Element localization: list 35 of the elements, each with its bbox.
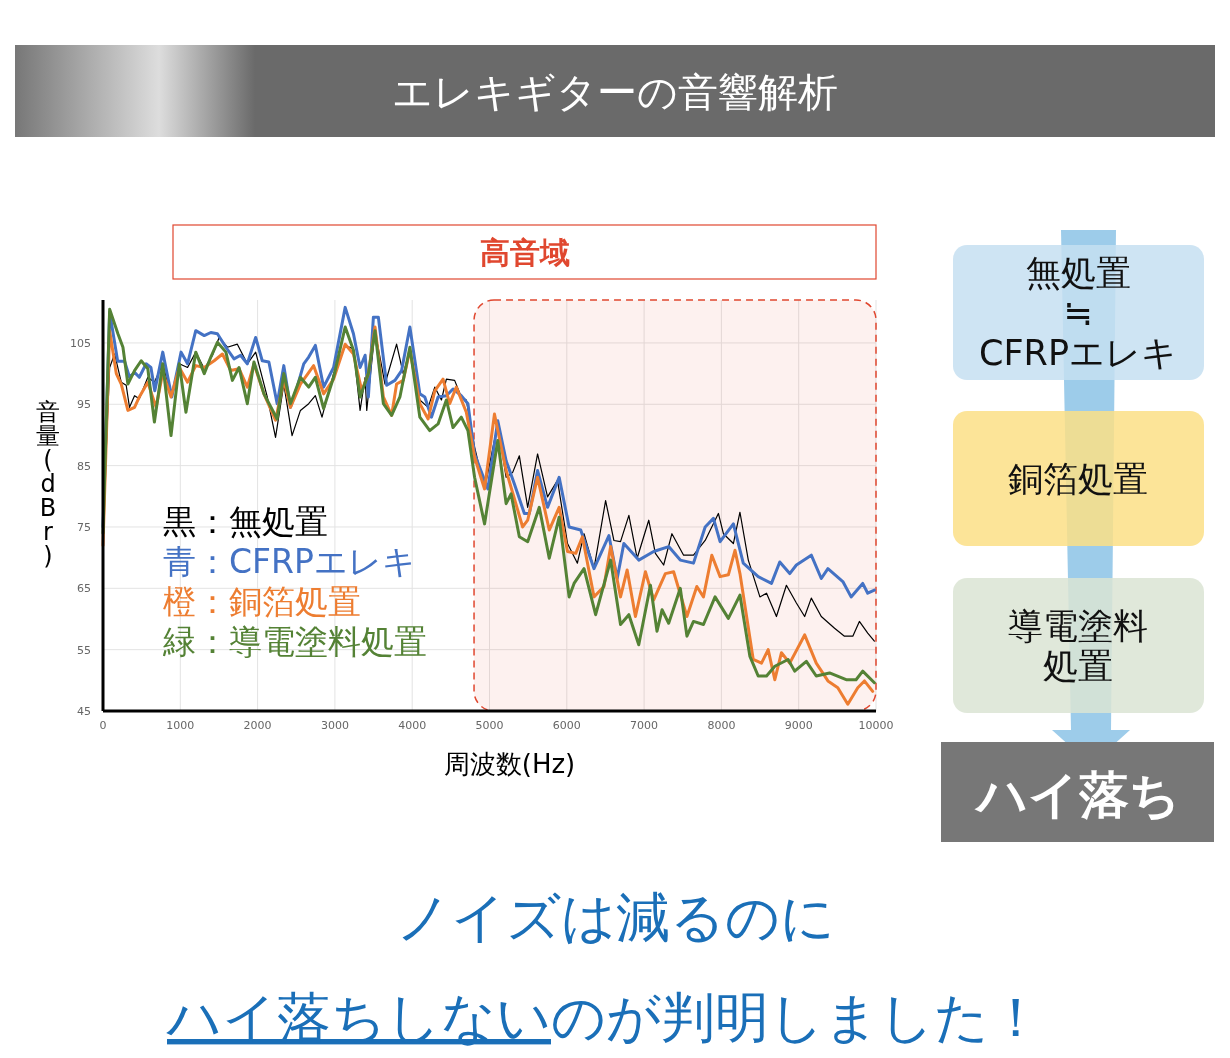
y-tick-label: 45 xyxy=(77,705,91,718)
text: ハイ落ち xyxy=(973,766,1180,824)
text: ノイズは減るのに xyxy=(395,886,835,949)
y-tick-label: 55 xyxy=(77,643,91,657)
y-tick-label: 105 xyxy=(70,336,91,350)
x-axis-title: 周波数(Hz) xyxy=(443,749,576,779)
text: ≒ xyxy=(1063,292,1093,333)
x-tick-label: 5000 xyxy=(475,719,504,732)
chart-title: エレキギターの音響解析 xyxy=(392,69,838,115)
y-tick-label: 65 xyxy=(77,582,91,596)
x-tick-label: 1000 xyxy=(166,719,195,732)
text: 無処置 xyxy=(1025,252,1131,293)
series-label: 青：CFRPエレキ xyxy=(163,542,416,581)
x-tick-label: 6000 xyxy=(552,719,581,732)
y-tick-label: 85 xyxy=(77,459,91,473)
text: 緑：導電塗料処置 xyxy=(162,622,427,661)
y-tick-label: 95 xyxy=(77,398,91,412)
text: ハイ落ちしないのが判明しました！ xyxy=(166,986,1043,1049)
series-label: 黒：無処置 xyxy=(163,502,328,541)
x-tick-label: 0 xyxy=(99,719,107,732)
x-tick-label: 9000 xyxy=(784,719,813,732)
text: 橙：銅箔処置 xyxy=(163,582,361,621)
y-axis-title: 音量(dBr) xyxy=(36,398,60,570)
x-tick-label: 7000 xyxy=(630,719,659,732)
x-tick-label: 4000 xyxy=(398,719,427,732)
x-tick-label: 10000 xyxy=(858,719,894,732)
y-tick-label: 75 xyxy=(77,520,91,534)
text: 導電塗料 xyxy=(1008,605,1148,646)
x-tick-label: 2000 xyxy=(243,719,272,732)
x-tick-label: 3000 xyxy=(320,719,349,732)
text: CFRPエレキ xyxy=(979,332,1177,373)
x-tick-label: 8000 xyxy=(707,719,736,732)
text: 銅箔処置 xyxy=(1008,458,1148,499)
text: 処置 xyxy=(1043,645,1113,686)
band-label: 高音域 xyxy=(479,235,570,270)
